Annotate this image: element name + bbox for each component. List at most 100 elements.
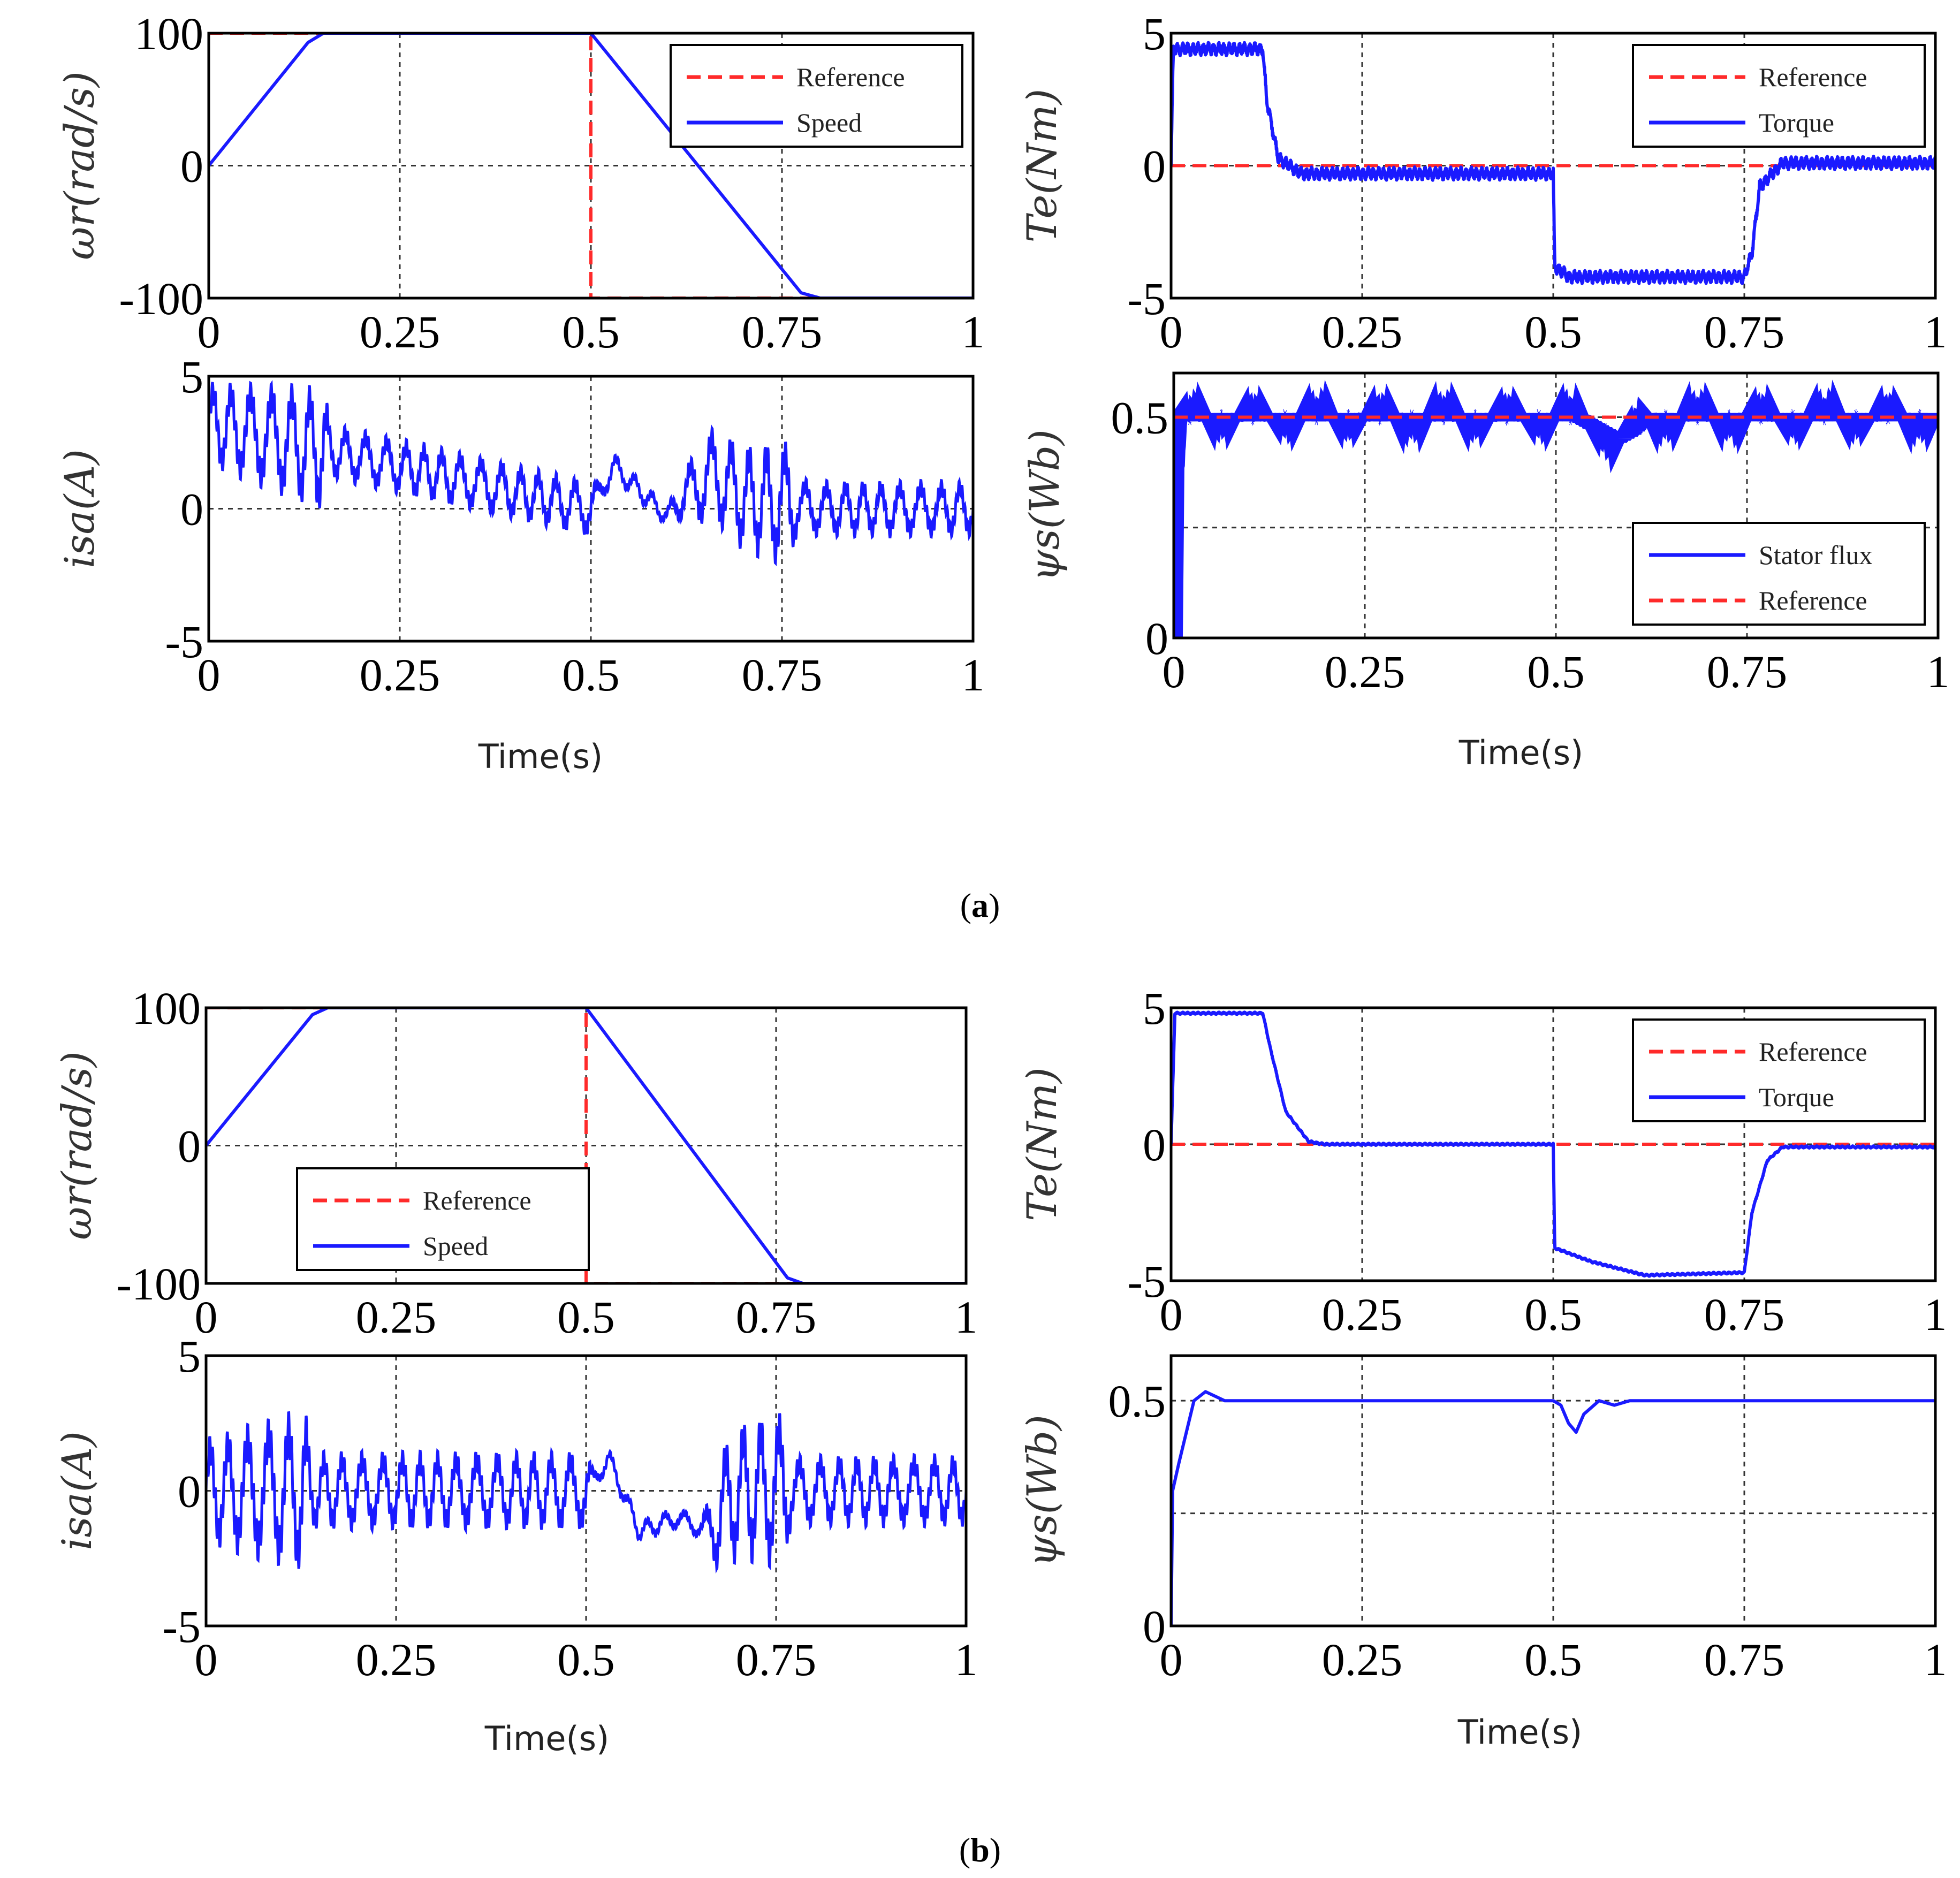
- series-reference: [209, 33, 973, 298]
- y-tick-label: 5: [1143, 8, 1166, 59]
- x-tick-label: 0: [1160, 1634, 1183, 1685]
- x-tick-label: 0: [197, 306, 221, 358]
- y-tick-label: 0: [1143, 1601, 1166, 1652]
- x-tick-label: 1: [962, 306, 985, 358]
- plot-frame: [207, 32, 975, 300]
- x-axis-label-a-left: Time(s): [478, 737, 603, 776]
- x-tick-label: 0.25: [1322, 1289, 1403, 1340]
- panel-a-flux: 0 0.25 0.5 0.75 1 0 0.5 ψs(Wb) Stator flux Refere…: [1021, 371, 1950, 697]
- series-stator-flux: [1171, 1390, 1935, 1626]
- plot-frame: [1172, 371, 1940, 640]
- x-tick-label: 0.75: [736, 1291, 817, 1343]
- x-tick-label: 1: [955, 1634, 978, 1685]
- x-tick-label: 0: [1163, 646, 1186, 697]
- legend-label: Torque: [1759, 108, 1834, 138]
- y-tick-label: 0: [178, 1466, 201, 1517]
- series-speed: [209, 33, 973, 298]
- x-tick-label: 0.25: [356, 1634, 437, 1685]
- y-tick-label: 5: [178, 1330, 201, 1382]
- x-tick-label: 0: [197, 649, 221, 701]
- y-tick-label: 0: [180, 141, 203, 192]
- plot-frame: [204, 1006, 968, 1285]
- x-tick-label: 0.75: [1707, 646, 1788, 697]
- x-tick-label: 1: [1924, 1289, 1947, 1340]
- series-isa: [209, 379, 973, 566]
- plot-frame: [1169, 1006, 1937, 1282]
- x-axis-label-b-left: Time(s): [484, 1719, 609, 1758]
- x-tick-label: 0: [1160, 306, 1183, 358]
- legend-label: Torque: [1759, 1082, 1834, 1112]
- x-tick-label: 0.5: [562, 306, 620, 358]
- y-tick-label: -100: [116, 1258, 201, 1310]
- legend-label: Reference: [796, 62, 905, 92]
- x-tick-label: 0.75: [1704, 1289, 1785, 1340]
- series-torque: [1171, 1010, 1935, 1278]
- x-tick-label: 1: [955, 1291, 978, 1343]
- x-tick-label: 0: [1160, 1289, 1183, 1340]
- legend-label: Speed: [796, 108, 862, 138]
- legend-box: [296, 1167, 590, 1271]
- y-axis-label: Te(Nm): [1018, 1067, 1066, 1221]
- x-tick-label: 1: [1927, 646, 1950, 697]
- legend-label: Reference: [1759, 62, 1867, 92]
- x-tick-label: 0.5: [1524, 1634, 1582, 1685]
- x-tick-label: 1: [962, 649, 985, 701]
- y-tick-label: 0.5: [1108, 1375, 1166, 1427]
- x-tick-label: 0.75: [1704, 306, 1785, 358]
- y-tick-label: 0: [178, 1121, 201, 1172]
- legend-label: Stator flux: [1759, 540, 1872, 570]
- x-tick-label: 0.25: [1322, 1634, 1403, 1685]
- series-isa: [206, 1411, 966, 1574]
- y-tick-label: 0: [1143, 141, 1166, 192]
- series-reference: [206, 1008, 799, 1283]
- x-tick-label: 0.25: [1322, 306, 1403, 358]
- x-tick-label: 1: [1924, 306, 1947, 358]
- y-axis-label: isa(A): [56, 449, 103, 568]
- legend-box: [1632, 522, 1926, 626]
- x-tick-label: 0.5: [562, 649, 620, 701]
- y-tick-label: 0: [1145, 613, 1168, 664]
- x-tick-label: 0.5: [557, 1291, 615, 1343]
- caption-b: (b): [959, 1831, 1001, 1869]
- y-axis-label: isa(A): [53, 1431, 101, 1550]
- legend: Reference Speed: [296, 1167, 590, 1271]
- x-tick-label: 0: [195, 1634, 218, 1685]
- y-tick-label: -100: [119, 273, 203, 324]
- x-tick-label: 0.5: [1524, 306, 1582, 358]
- legend: Reference Torque: [1632, 44, 1926, 148]
- x-tick-label: 0.25: [360, 649, 440, 701]
- y-tick-label: -5: [1127, 1256, 1166, 1307]
- y-tick-label: 100: [134, 8, 203, 59]
- legend-label: Reference: [1759, 1037, 1867, 1067]
- series-torque: [1171, 41, 1935, 285]
- x-tick-label: 0.75: [1704, 1634, 1785, 1685]
- x-axis-label-b-right: Time(s): [1457, 1713, 1582, 1752]
- plot-frame: [207, 375, 975, 643]
- x-tick-label: 0: [195, 1291, 218, 1343]
- y-tick-label: -5: [165, 616, 203, 667]
- x-tick-label: 0.25: [1325, 646, 1406, 697]
- x-tick-label: 1: [1924, 1634, 1947, 1685]
- y-axis-label: ωr(rad/s): [53, 1051, 101, 1240]
- x-tick-label: 0.5: [1527, 646, 1585, 697]
- x-tick-label: 0.5: [1524, 1289, 1582, 1340]
- y-tick-label: 0: [180, 484, 203, 535]
- y-tick-label: 5: [180, 351, 203, 402]
- series-stator-flux: [1174, 379, 1938, 638]
- y-tick-label: -5: [162, 1601, 201, 1652]
- legend-box: [1632, 44, 1926, 148]
- y-tick-label: -5: [1127, 273, 1166, 324]
- y-axis-label: ψs(Wb): [1021, 429, 1068, 582]
- legend: Stator flux Reference: [1632, 522, 1926, 626]
- series-speed: [206, 1008, 966, 1283]
- x-tick-label: 0.25: [360, 306, 440, 358]
- x-tick-label: 0.5: [557, 1634, 615, 1685]
- x-tick-label: 0.75: [736, 1634, 817, 1685]
